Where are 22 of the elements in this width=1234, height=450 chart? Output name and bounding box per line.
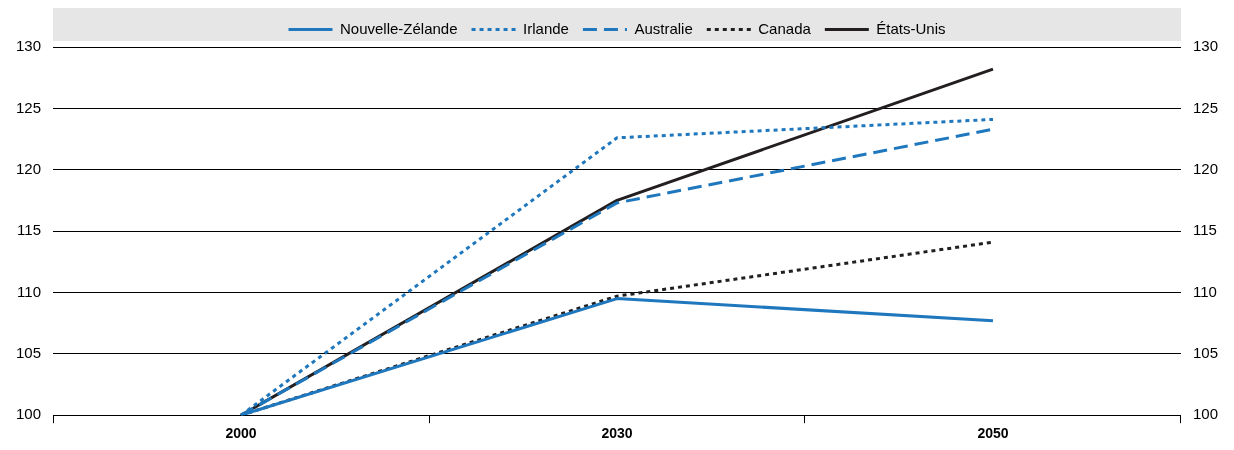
- x-tick-label: 2030: [601, 425, 633, 442]
- y-tick-label: 105: [16, 343, 42, 361]
- legend-label: Australie: [634, 19, 693, 37]
- y-tick-label: 130: [16, 37, 42, 55]
- y2-tick-label: 120: [1192, 159, 1218, 177]
- y-tick-label: 115: [17, 221, 42, 239]
- x-tick-label: 2050: [977, 425, 1009, 442]
- y-tick-label: 110: [17, 282, 42, 300]
- y2-tick-label: 130: [1192, 37, 1218, 55]
- y-tick-label: 120: [16, 159, 42, 177]
- legend-label: Irlande: [523, 19, 569, 37]
- y-tick-label: 125: [16, 98, 42, 116]
- x-tick-label: 2000: [225, 425, 257, 442]
- y-tick-label: 100: [16, 405, 42, 423]
- y2-tick-label: 125: [1192, 98, 1218, 116]
- y2-tick-label: 100: [1192, 405, 1218, 423]
- legend-label: États-Unis: [876, 19, 946, 37]
- y2-tick-label: 110: [1192, 282, 1217, 300]
- y2-tick-label: 115: [1192, 221, 1217, 239]
- y2-tick-label: 105: [1192, 343, 1218, 361]
- legend-label: Canada: [758, 19, 812, 37]
- legend-label: Nouvelle-Zélande: [339, 19, 458, 37]
